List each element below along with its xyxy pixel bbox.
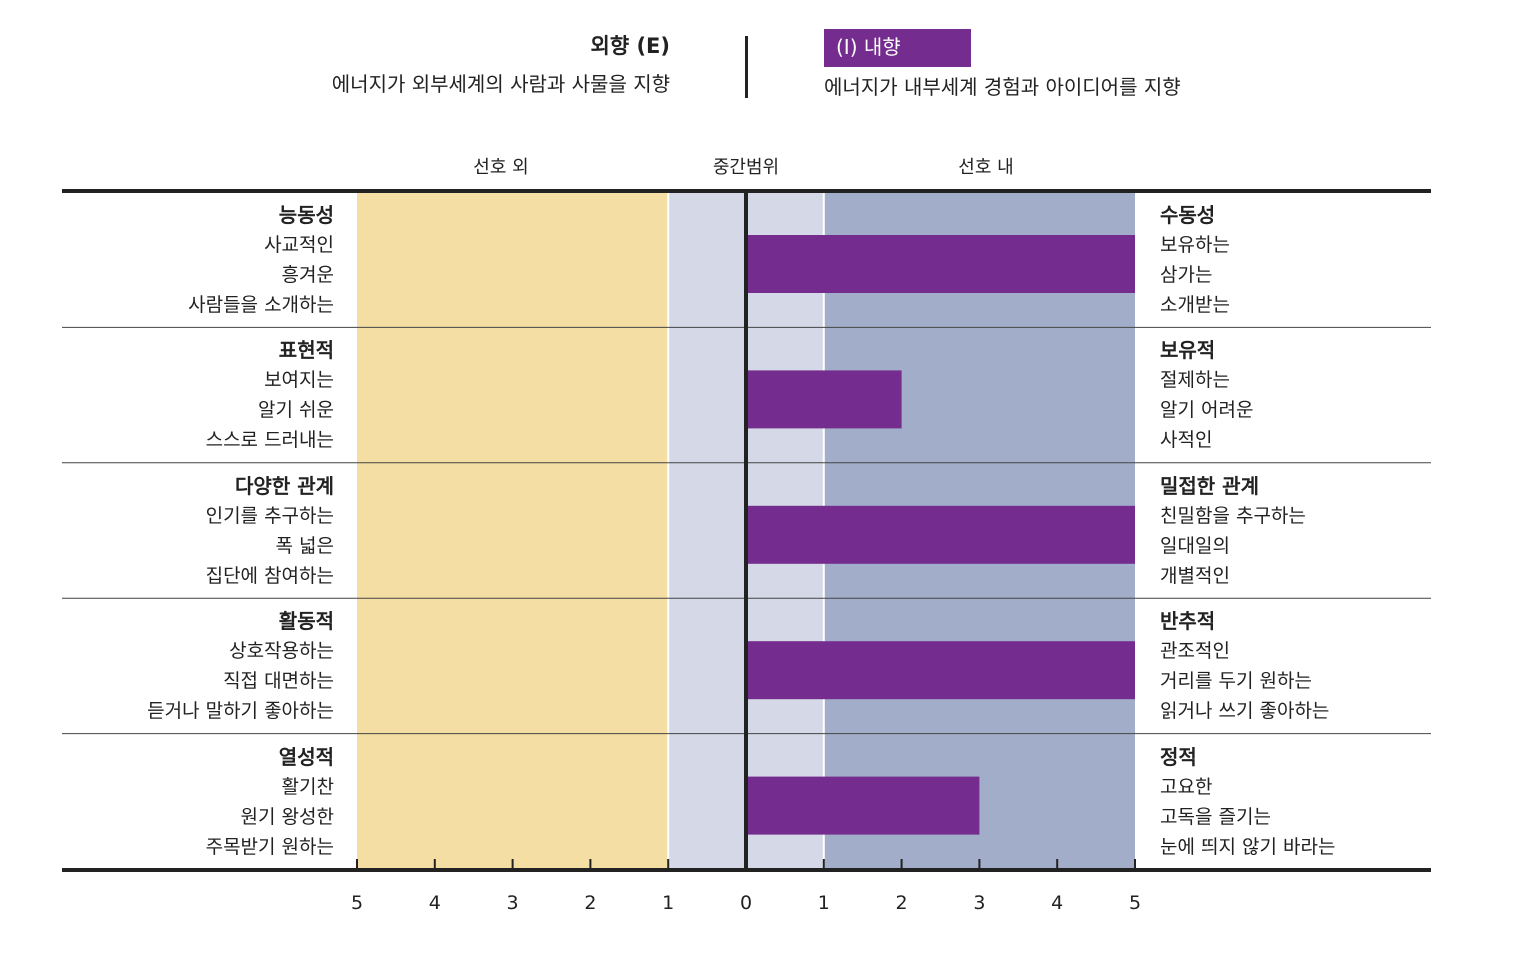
right-trait-item: 개별적인	[1160, 564, 1230, 587]
left-trait-item: 집단에 참여하는	[205, 564, 334, 587]
zone-label-middle: 중간범위	[712, 157, 780, 178]
left-trait-item: 원기 왕성한	[240, 805, 334, 828]
left-trait-item: 스스로 드러내는	[205, 429, 334, 452]
left-trait-item: 주목받기 원하는	[205, 835, 334, 858]
left-trait-item: 사람들을 소개하는	[188, 294, 334, 316]
left-trait-item: 인기를 추구하는	[205, 504, 334, 527]
right-trait-title: 보유적	[1160, 338, 1216, 363]
extraversion-description: 에너지가 외부세계의 사람과 사물을 지향	[331, 72, 670, 96]
right-trait-item: 보유하는	[1160, 234, 1230, 256]
right-trait-item: 절제하는	[1160, 369, 1230, 392]
right-trait-title: 반추적	[1160, 609, 1216, 634]
zone-label-left: 선호 외	[473, 157, 529, 178]
x-tick-label: 1	[818, 892, 830, 914]
right-trait-item: 눈에 띄지 않기 바라는	[1160, 835, 1336, 858]
right-trait-item: 알기 어려운	[1160, 399, 1254, 422]
header-divider	[745, 36, 748, 98]
left-trait-title: 열성적	[278, 744, 334, 769]
right-trait-item: 소개받는	[1160, 294, 1230, 316]
x-tick-label: 4	[1051, 892, 1063, 914]
introversion-description: 에너지가 내부세계 경험과 아이디어를 지향	[824, 75, 1181, 99]
right-trait-item: 일대일의	[1160, 534, 1230, 557]
bar-row-4	[746, 641, 1135, 700]
x-tick-label: 5	[351, 892, 363, 914]
right-trait-item: 사적인	[1160, 429, 1213, 452]
right-trait-title: 수동성	[1160, 203, 1216, 227]
bar-row-2	[746, 370, 902, 429]
x-tick-label: 2	[584, 892, 596, 914]
right-trait-item: 읽거나 쓰기 좋아하는	[1160, 700, 1330, 723]
right-trait-item: 고독을 즐기는	[1160, 805, 1271, 828]
left-trait-item: 폭 넓은	[275, 534, 334, 557]
extraversion-header: 외향 (E) 에너지가 외부세계의 사람과 사물을 지향	[332, 30, 670, 100]
left-trait-title: 표현적	[278, 338, 334, 363]
zone-left-background	[357, 192, 669, 869]
left-trait-item: 직접 대면하는	[223, 670, 334, 693]
bar-row-5	[746, 776, 980, 835]
right-trait-title: 밀접한 관계	[1160, 473, 1259, 498]
introversion-header: (I) 내향 에너지가 내부세계 경험과 아이디어를 지향	[824, 29, 1181, 103]
left-trait-item: 사교적인	[264, 234, 334, 256]
right-trait-item: 친밀함을 추구하는	[1160, 504, 1306, 527]
left-trait-title: 능동성	[278, 203, 334, 227]
left-trait-item: 흥겨운	[281, 264, 334, 286]
zone-label-right: 선호 내	[958, 157, 1014, 178]
x-tick-label: 3	[507, 892, 519, 914]
x-tick-label: 2	[896, 892, 908, 914]
left-trait-item: 알기 쉬운	[258, 399, 334, 422]
right-trait-title: 정적	[1160, 744, 1197, 769]
right-trait-item: 삼가는	[1160, 264, 1213, 286]
x-tick-label: 5	[1129, 892, 1141, 914]
introversion-title-badge: (I) 내향	[824, 29, 971, 67]
right-trait-item: 관조적인	[1160, 640, 1230, 663]
left-trait-title: 다양한 관계	[235, 473, 334, 498]
right-trait-item: 고요한	[1160, 775, 1213, 798]
bar-row-1	[746, 235, 1135, 293]
left-trait-item: 상호작용하는	[229, 640, 334, 663]
left-trait-item: 듣거나 말하기 좋아하는	[147, 700, 334, 723]
left-trait-item: 활기찬	[281, 775, 334, 798]
bar-row-3	[746, 505, 1135, 564]
x-tick-label: 3	[973, 892, 985, 914]
x-tick-label: 4	[429, 892, 441, 914]
left-trait-item: 보여지는	[264, 369, 334, 392]
x-tick-label: 0	[740, 892, 752, 914]
extraversion-title: 외향 (E)	[590, 34, 671, 58]
left-trait-title: 활동적	[278, 609, 334, 634]
right-trait-item: 거리를 두기 원하는	[1160, 670, 1312, 693]
x-tick-label: 1	[662, 892, 674, 914]
